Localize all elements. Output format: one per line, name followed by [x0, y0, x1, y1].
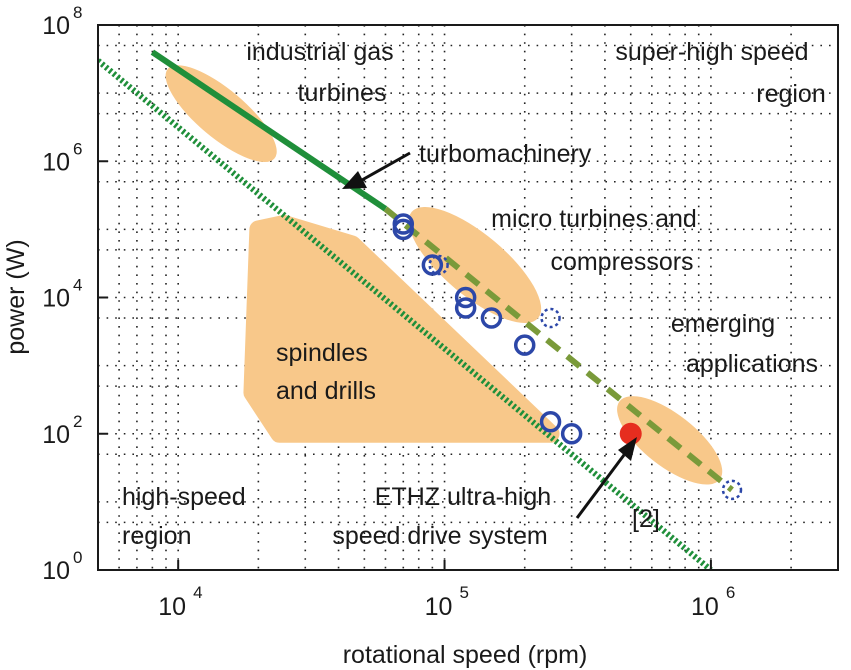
turbomachinery-arrow — [361, 151, 411, 182]
x-tick-exponent: 4 — [193, 583, 202, 602]
x-tick-label: 10 — [691, 593, 719, 621]
label-ethz-1: ETHZ ultra-high — [375, 483, 551, 511]
region-micro-turbines-and-compressors — [408, 206, 542, 324]
label-micro-turbines-1: micro turbines and — [491, 205, 697, 233]
region-industrial-gas-turbines — [165, 65, 277, 163]
ethz-arrow — [575, 454, 626, 519]
x-tick-exponent: 6 — [726, 583, 735, 602]
data-point — [539, 411, 562, 433]
x-axis-label: rotational speed (rpm) — [343, 641, 588, 669]
x-tick-label: 10 — [425, 593, 453, 621]
y-tick-exponent: 0 — [73, 548, 82, 567]
turbomachinery-arrowhead — [342, 171, 367, 189]
data-point — [560, 423, 583, 445]
data-point — [721, 479, 743, 501]
data-point — [454, 297, 477, 319]
label-emerging-2: applications — [686, 350, 818, 378]
ethz-arrowhead — [618, 437, 637, 461]
region-spindles-and-drills — [243, 214, 560, 443]
label-high-speed-1: high-speed — [122, 483, 246, 511]
label-spindles-1: spindles — [276, 339, 368, 367]
y-tick-label: 10 — [42, 557, 70, 585]
data-point — [540, 307, 561, 329]
y-tick-label: 10 — [42, 148, 70, 176]
trend-lines — [98, 49, 734, 570]
y-tick-exponent: 4 — [73, 276, 82, 295]
label-industrial-gas-turbines-2: turbines — [298, 79, 387, 107]
x-tick-exponent: 5 — [460, 583, 469, 602]
data-point — [480, 307, 503, 329]
y-tick-exponent: 6 — [73, 139, 82, 158]
label-emerging-1: emerging — [671, 310, 775, 338]
label-ethz-2: speed drive system — [332, 522, 547, 550]
label-micro-turbines-2: compressors — [550, 248, 693, 276]
label-super-high-speed-1: super-high speed — [615, 38, 808, 66]
label-ref-2: [2] — [632, 505, 660, 533]
label-spindles-2: and drills — [276, 377, 376, 405]
data-point — [393, 213, 414, 235]
data-point — [421, 254, 444, 276]
data-point — [428, 254, 449, 276]
label-industrial-gas-turbines-1: industrial gas — [246, 38, 393, 66]
y-tick-label: 10 — [42, 12, 70, 40]
y-tick-exponent: 8 — [73, 3, 82, 22]
label-high-speed-2: region — [122, 522, 192, 550]
y-tick-label: 10 — [42, 421, 70, 449]
data-point — [513, 334, 536, 356]
data-point — [454, 286, 477, 309]
x-tick-label: 10 — [158, 593, 186, 621]
annotation-arrows — [342, 151, 637, 519]
label-super-high-speed-2: region — [756, 80, 826, 108]
trend-line-solid — [150, 49, 388, 212]
label-turbomachinery: turbomachinery — [419, 140, 592, 168]
y-tick-exponent: 2 — [73, 412, 82, 431]
y-tick-label: 10 — [42, 285, 70, 313]
y-axis-label: power (W) — [2, 239, 30, 354]
annotations: industrial gas turbines super-high speed… — [122, 38, 826, 550]
data-point — [392, 218, 415, 241]
trend-line-dashed — [383, 206, 734, 493]
